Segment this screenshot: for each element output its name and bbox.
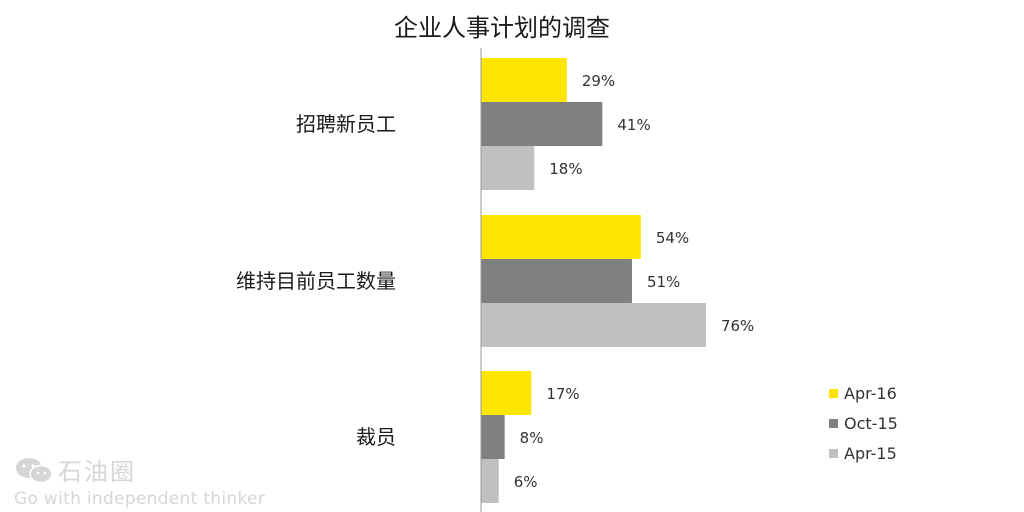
legend-item: Oct-15 xyxy=(829,408,898,438)
bars xyxy=(481,58,706,503)
watermark-brand: 石油圈 xyxy=(58,458,136,486)
bar xyxy=(481,415,505,459)
value-labels: 29% 41% 18% 54% 51% 76% 17% 8% 6% xyxy=(514,72,755,491)
wechat-logo-icon xyxy=(16,457,53,483)
legend-label: Oct-15 xyxy=(844,413,898,433)
watermark: 石油圈 Go with independent thinker xyxy=(14,452,265,509)
bar xyxy=(481,303,706,347)
bar xyxy=(481,259,632,303)
data-label: 76% xyxy=(721,317,754,335)
legend-item: Apr-15 xyxy=(829,438,898,468)
bar xyxy=(481,459,499,503)
data-label: 29% xyxy=(582,72,615,90)
legend-swatch xyxy=(829,448,838,458)
legend-swatch xyxy=(829,388,838,398)
category-label: 裁员 xyxy=(356,425,396,449)
watermark-tagline: Go with independent thinker xyxy=(14,489,266,509)
data-label: 6% xyxy=(514,473,538,491)
data-label: 8% xyxy=(520,429,544,447)
bar xyxy=(481,146,535,190)
bar xyxy=(481,371,532,415)
data-label: 17% xyxy=(546,385,579,403)
category-label: 招聘新员工 xyxy=(296,112,396,136)
bar xyxy=(481,215,641,259)
category-label: 维持目前员工数量 xyxy=(236,269,396,293)
bar xyxy=(481,102,603,146)
legend-label: Apr-15 xyxy=(844,443,897,463)
legend: Apr-16 Oct-15 Apr-15 xyxy=(829,378,898,468)
chart-title: 企业人事计划的调查 xyxy=(394,14,610,42)
data-label: 18% xyxy=(549,160,582,178)
legend-swatch xyxy=(829,418,838,428)
legend-label: Apr-16 xyxy=(844,383,897,403)
bar xyxy=(481,58,567,102)
data-label: 54% xyxy=(656,229,689,247)
legend-item: Apr-16 xyxy=(829,378,898,408)
data-label: 41% xyxy=(617,116,650,134)
data-label: 51% xyxy=(647,273,680,291)
